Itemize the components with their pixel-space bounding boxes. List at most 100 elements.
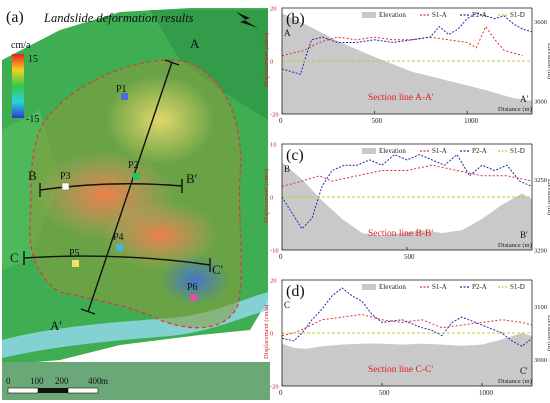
point-marker — [133, 173, 140, 180]
section-line-aa-cap-top — [164, 59, 180, 66]
point-label: P5 — [69, 248, 80, 259]
section-line-bb — [39, 183, 183, 191]
y-left-axis-label: Displacement (cm/a) — [263, 169, 270, 223]
legend-label: P2-A — [472, 283, 487, 291]
section-label-c-prime: C' — [212, 262, 223, 277]
point-marker — [116, 244, 123, 251]
y-right-axis-label: Elevation (m) — [546, 179, 550, 215]
hotspot-2 — [100, 200, 220, 270]
point-p2: P2 — [128, 160, 140, 180]
series-line-s1-a — [281, 164, 533, 187]
plot-frame — [281, 7, 533, 115]
legend-label: P2-A — [472, 11, 487, 19]
point-label: P1 — [116, 84, 127, 95]
legend-label: S1-A — [432, 283, 447, 291]
section-label-a: A — [190, 36, 200, 51]
section-end-label: C' — [520, 366, 528, 376]
scale-tick-label: 200 — [55, 376, 69, 386]
colorbar — [12, 54, 24, 118]
cool-area — [160, 255, 230, 305]
x-tick-label: 0 — [279, 117, 283, 125]
elevation-area — [282, 162, 532, 250]
terrain-shade — [150, 10, 268, 120]
point-p4: P4 — [113, 232, 124, 251]
scale-bar-white-segment — [67, 387, 99, 394]
legend-swatch-elevation — [362, 148, 376, 154]
legend-label: S1-D — [510, 283, 525, 291]
y-right-tick-label: 3200 — [534, 248, 547, 255]
y-right-axis-label: Elevation (m) — [546, 43, 550, 79]
legend-label: S1-D — [510, 147, 525, 155]
x-tick-label: 500 — [404, 253, 415, 261]
point-label: P6 — [187, 282, 198, 293]
point-p1: P1 — [116, 84, 128, 100]
river — [2, 292, 268, 358]
series-line-p2-a — [281, 153, 533, 230]
elevation-area — [282, 13, 532, 114]
y-right-tick-label: 3100 — [534, 304, 547, 311]
x-tick-label: 500 — [379, 389, 390, 397]
scale-bar: 0 100 200 400 m — [6, 376, 108, 394]
section-title: Section line B-B' — [368, 229, 433, 239]
x-axis-label: Distance (m) — [498, 378, 532, 385]
series-line-p2-a — [281, 287, 533, 347]
legend-label: P2-A — [472, 147, 487, 155]
y-left-tick-label: 10 — [270, 142, 277, 149]
legend-label: S1-A — [432, 147, 447, 155]
colorbar-min: -15 — [26, 114, 39, 125]
panel-label: (d) — [286, 283, 305, 300]
y-right-tick-label: 3600 — [534, 19, 547, 26]
section-line-cc — [23, 255, 211, 266]
point-label: P4 — [113, 232, 124, 243]
y-left-tick-label: 0 — [270, 331, 273, 338]
x-tick-label: 0 — [279, 389, 283, 397]
legend-swatch-elevation — [362, 12, 376, 18]
scale-bar-white-segment — [7, 387, 39, 394]
scale-tick-label: 0 — [6, 376, 11, 386]
panel-label: (c) — [286, 147, 304, 164]
legend-label: S1-A — [432, 11, 447, 19]
y-left-tick-label: -20 — [270, 384, 279, 391]
elevation-area — [282, 333, 532, 386]
section-label-b-prime: B' — [186, 171, 197, 186]
section-line-aa-cap-bottom — [80, 308, 96, 315]
scale-tick-label: 400 — [88, 376, 102, 386]
y-left-tick-label: 20 — [270, 278, 277, 285]
x-tick-label: 1000 — [479, 389, 494, 397]
point-marker — [190, 294, 197, 301]
point-marker — [121, 93, 128, 100]
y-left-tick-label: -10 — [270, 248, 279, 255]
y-left-tick-label: 0 — [270, 195, 273, 202]
map-panel-label: (a) — [6, 9, 24, 26]
section-start-label: C — [284, 300, 290, 310]
map-bottom-strip — [2, 362, 270, 400]
panel-label: (b) — [286, 11, 305, 28]
point-marker — [61, 182, 70, 191]
series-line-p2-a — [281, 12, 533, 75]
x-tick-label: 1000 — [464, 117, 479, 125]
y-left-tick-label: 0 — [270, 59, 273, 66]
series-line-s1-a — [281, 313, 533, 337]
x-tick-label: 0 — [279, 253, 283, 261]
section-label-b: B — [28, 168, 37, 183]
y-left-tick-label: 20 — [270, 6, 277, 13]
section-title: Section line C-C' — [368, 365, 433, 375]
colorbar-max: 15 — [28, 54, 38, 65]
scale-unit: m — [101, 376, 108, 386]
y-right-axis-label: Elevation (m) — [546, 315, 550, 351]
map-panel: A A' B B' C C' P1 P2 P3 P4 P5 P6 (a) — [2, 2, 270, 400]
section-start-label: A — [284, 28, 291, 38]
section-line-aa — [87, 61, 173, 313]
y-left-tick-label: -20 — [270, 112, 279, 119]
legend-swatch-elevation — [362, 284, 376, 290]
plot-frame — [281, 279, 533, 387]
point-p5: P5 — [69, 248, 80, 267]
colorbar-unit: cm/a — [11, 40, 31, 51]
warm-area — [105, 75, 215, 165]
y-left-axis-label: Displacement (cm/a) — [263, 305, 270, 359]
